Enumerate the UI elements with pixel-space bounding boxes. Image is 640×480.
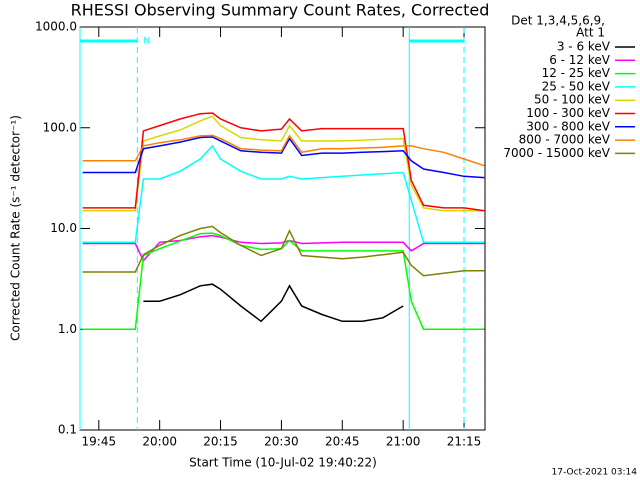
y-tick-label: 1000.0	[35, 20, 77, 34]
legend-label: 6 - 12 keV	[549, 53, 611, 67]
series-line	[82, 112, 485, 212]
legend-label: 3 - 6 keV	[557, 40, 611, 54]
footer: 17-Oct-2021 03:14	[552, 468, 638, 478]
legend-label: 7000 - 15000 keV	[503, 146, 610, 160]
series-line	[82, 115, 485, 212]
series-line	[82, 136, 485, 179]
plot-frame	[79, 26, 486, 431]
y-axis-label: Corrected Count Rate (s⁻¹ detector⁻¹)	[9, 115, 23, 341]
series-line	[143, 283, 404, 323]
y-tick-label: 100.0	[43, 120, 77, 134]
series-line	[82, 144, 485, 244]
y-tick-label: 0.1	[58, 423, 77, 437]
x-tick-label: 20:30	[264, 435, 299, 449]
x-tick-label: 20:00	[142, 435, 177, 449]
series-line	[82, 134, 485, 167]
y-tick-label: 1.0	[58, 322, 77, 336]
legend-header: Att 1	[576, 26, 605, 40]
x-tick-label: 19:45	[82, 435, 117, 449]
x-tick-label: 20:15	[203, 435, 238, 449]
x-tick-label: 20:45	[325, 435, 360, 449]
night-label: N	[143, 37, 150, 47]
series-line	[82, 232, 485, 331]
x-axis-label: Start Time (10-Jul-02 19:40:22)	[189, 456, 377, 470]
series-line	[82, 225, 485, 277]
legend-header: Det 1,3,4,5,6,9,	[511, 14, 605, 28]
legend-label: 100 - 300 keV	[526, 106, 610, 120]
legend-label: 12 - 25 keV	[542, 66, 611, 80]
chart-title: RHESSI Observing Summary Count Rates, Co…	[71, 1, 490, 20]
x-tick-label: 21:00	[386, 435, 421, 449]
legend-label: 800 - 7000 keV	[519, 133, 611, 147]
x-tick-label: 21:15	[447, 435, 482, 449]
y-tick-label: 10.0	[50, 221, 77, 235]
legend-label: 50 - 100 keV	[534, 93, 611, 107]
legend-label: 300 - 800 keV	[526, 119, 610, 133]
legend-label: 25 - 50 keV	[542, 79, 611, 93]
